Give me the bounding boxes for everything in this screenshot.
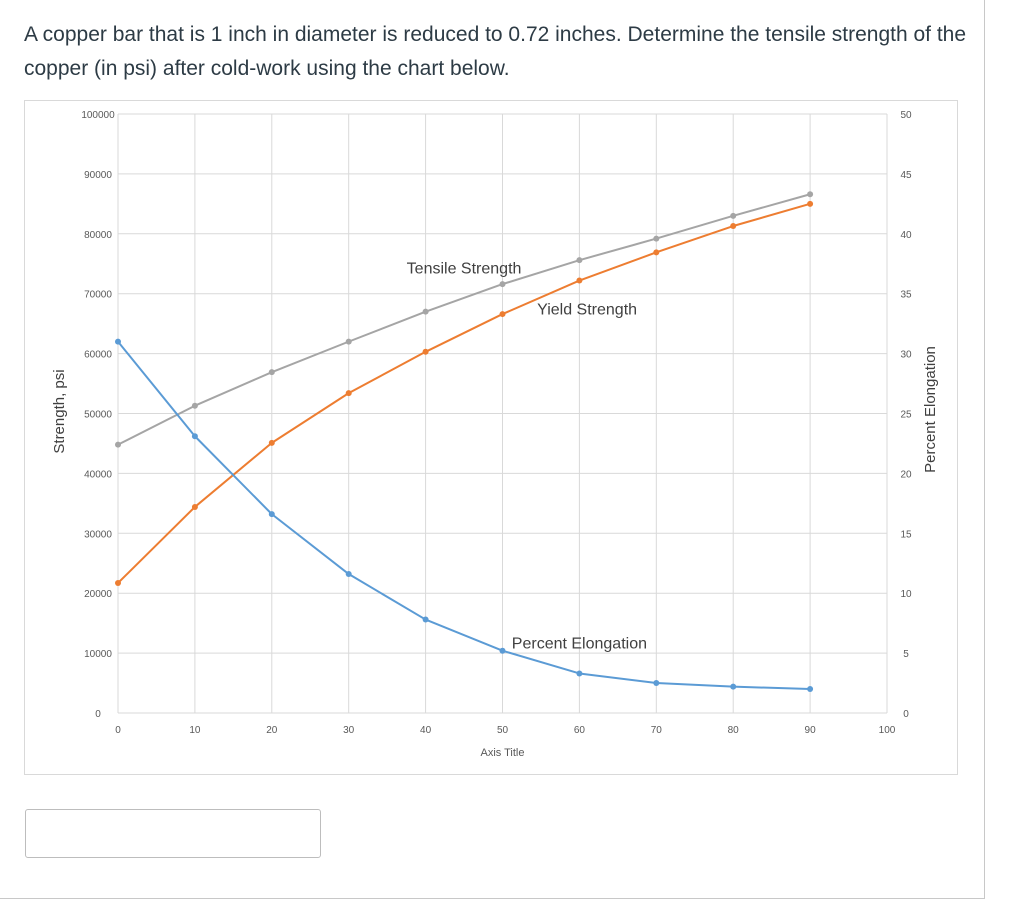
data-point <box>576 257 583 264</box>
data-point <box>115 441 121 448</box>
x-tick-label: 100 <box>879 725 896 736</box>
chart-series <box>115 191 814 693</box>
data-point <box>653 680 660 687</box>
y2-tick-label: 0 <box>903 709 909 720</box>
data-point <box>653 249 660 256</box>
x-tick-label: 10 <box>189 725 201 736</box>
y2-tick-label: 25 <box>900 410 912 421</box>
data-point <box>807 191 814 198</box>
y2-tick-label: 45 <box>900 170 912 181</box>
data-point <box>422 348 429 355</box>
y2-tick-label: 10 <box>900 589 912 600</box>
x-tick-label: 30 <box>343 725 355 736</box>
data-point <box>807 686 814 693</box>
data-point <box>115 580 121 587</box>
answer-input[interactable] <box>25 809 321 858</box>
y2-tick-label: 30 <box>900 350 912 361</box>
x-axis-title: Axis Title <box>480 747 524 759</box>
question-text: A copper bar that is 1 inch in diameter … <box>24 23 967 80</box>
series-tensile-strength <box>115 191 814 448</box>
data-point <box>422 616 429 623</box>
data-point <box>345 338 352 345</box>
data-point <box>576 670 583 677</box>
y-tick-label: 20000 <box>84 589 112 600</box>
data-point <box>268 369 275 376</box>
series-annotation: Tensile Strength <box>407 260 522 277</box>
data-point <box>191 503 198 510</box>
x-tick-label: 60 <box>574 725 586 736</box>
data-point <box>653 235 660 242</box>
y-tick-label: 100000 <box>81 110 115 121</box>
data-point <box>115 338 121 345</box>
strength-elongation-chart: 0100002000030000400005000060000700008000… <box>51 110 939 759</box>
data-point <box>191 433 198 440</box>
y-tick-label: 60000 <box>84 350 112 361</box>
y-tick-label: 50000 <box>84 410 112 421</box>
x-tick-label: 20 <box>266 725 278 736</box>
chart-container: 0 10000 20000 30000 40000 50000 60000 70000 8000… <box>24 100 958 775</box>
x-tick-label: 50 <box>497 725 509 736</box>
series-annotation: Yield Strength <box>537 302 637 319</box>
data-point <box>499 311 506 318</box>
data-point <box>499 647 506 654</box>
y-tick-label: 30000 <box>84 529 112 540</box>
chart-grid <box>117 113 888 714</box>
data-point <box>730 683 737 690</box>
series-yield-strength <box>115 200 814 587</box>
y2-tick-label: 20 <box>900 469 912 480</box>
data-point <box>576 277 583 284</box>
y-axis-title: Strength, psi <box>51 369 68 453</box>
y2-tick-label: 50 <box>900 110 912 121</box>
data-point <box>268 511 275 518</box>
series-line <box>117 193 811 446</box>
y-tick-label: 0 <box>95 709 101 720</box>
y2-tick-label: 5 <box>903 649 909 660</box>
series-annotation: Percent Elongation <box>512 635 647 652</box>
data-point <box>422 308 429 315</box>
y-tick-label: 80000 <box>84 230 112 241</box>
data-point <box>345 571 352 578</box>
y-tick-label: 10000 <box>84 649 112 660</box>
chart-labels: Tensile Strength Yield Strength Percent El… <box>407 260 647 652</box>
y2-tick-label: 35 <box>900 290 912 301</box>
y2-axis-title: Percent Elongation <box>922 346 939 473</box>
data-point <box>730 212 737 219</box>
x-tick-label: 80 <box>728 725 740 736</box>
data-point <box>345 390 352 397</box>
x-tick-label: 90 <box>805 725 817 736</box>
chart-axes: 0100002000030000400005000060000700008000… <box>51 110 939 759</box>
y-tick-label: 40000 <box>84 469 112 480</box>
y2-tick-label: 15 <box>900 529 912 540</box>
y2-tick-label: 40 <box>900 230 912 241</box>
x-tick-label: 40 <box>420 725 432 736</box>
data-point <box>807 200 814 207</box>
data-point <box>499 281 506 288</box>
data-point <box>268 439 275 446</box>
x-tick-label: 0 <box>115 725 121 736</box>
series-line <box>117 340 811 691</box>
y-tick-label: 90000 <box>84 170 112 181</box>
y-tick-label: 70000 <box>84 290 112 301</box>
series-percent-elongation <box>115 338 814 693</box>
data-point <box>191 402 198 409</box>
data-point <box>730 223 737 230</box>
x-tick-label: 70 <box>651 725 663 736</box>
question-frame <box>0 0 985 899</box>
